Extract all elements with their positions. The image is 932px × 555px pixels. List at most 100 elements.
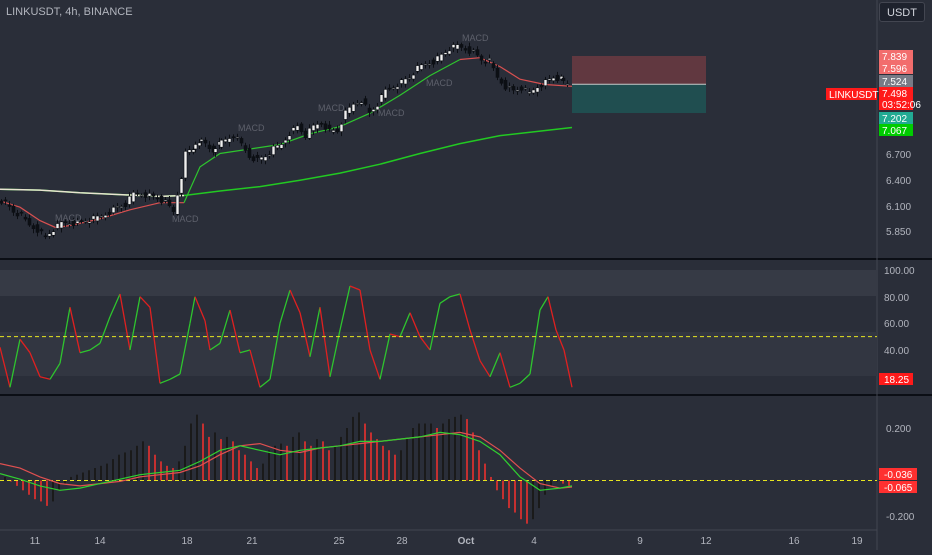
candle-body[interactable] [47, 233, 52, 237]
candle-body[interactable] [251, 156, 256, 162]
candle-body[interactable] [323, 123, 328, 130]
candle-body[interactable] [507, 86, 512, 88]
candle-body[interactable] [447, 50, 452, 55]
candle-body[interactable] [475, 49, 480, 56]
position-target-zone[interactable] [572, 56, 706, 85]
candle-body[interactable] [439, 53, 444, 62]
candle-body[interactable] [383, 89, 388, 99]
currency-button[interactable]: USDT [879, 2, 925, 22]
candle-body[interactable] [287, 135, 292, 141]
candle-body[interactable] [175, 194, 180, 215]
candle-body[interactable] [355, 103, 360, 105]
candle-body[interactable] [339, 123, 344, 132]
candle-body[interactable] [95, 215, 100, 222]
candle-body[interactable] [371, 109, 376, 112]
candle-body[interactable] [455, 44, 460, 50]
candle-body[interactable] [103, 214, 108, 219]
candle-body[interactable] [207, 144, 212, 149]
candle-body[interactable] [499, 78, 504, 84]
candle-body[interactable] [319, 122, 324, 125]
candle-body[interactable] [551, 77, 556, 81]
candle-body[interactable] [561, 77, 566, 81]
candle-body[interactable] [7, 204, 12, 207]
candle-body[interactable] [271, 145, 276, 156]
candle-body[interactable] [311, 124, 316, 131]
candle-body[interactable] [59, 221, 64, 229]
candle-body[interactable] [335, 128, 340, 133]
candle-body[interactable] [119, 206, 124, 208]
candle-body[interactable] [15, 212, 20, 217]
candle-body[interactable] [479, 55, 484, 61]
candle-body[interactable] [193, 144, 198, 150]
candle-body[interactable] [467, 46, 472, 54]
candle-body[interactable] [519, 86, 524, 91]
candle-body[interactable] [91, 215, 96, 220]
candle-body[interactable] [391, 87, 396, 90]
candle-body[interactable] [235, 136, 240, 139]
candle-body[interactable] [159, 195, 164, 203]
candle-body[interactable] [363, 98, 368, 105]
candle-body[interactable] [411, 74, 416, 80]
candle-body[interactable] [351, 103, 356, 112]
candle-body[interactable] [155, 197, 160, 200]
candle-body[interactable] [35, 224, 40, 233]
candle-body[interactable] [531, 89, 536, 94]
candle-body[interactable] [395, 86, 400, 90]
candle-body[interactable] [387, 87, 392, 90]
candle-body[interactable] [239, 138, 244, 144]
candle-body[interactable] [487, 58, 492, 61]
candle-body[interactable] [315, 124, 320, 130]
candle-body[interactable] [31, 225, 36, 230]
candle-body[interactable] [443, 52, 448, 55]
candle-body[interactable] [343, 110, 348, 120]
candle-body[interactable] [451, 44, 456, 48]
candle-body[interactable] [179, 178, 184, 194]
candle-body[interactable] [459, 44, 464, 48]
candle-body[interactable] [427, 63, 432, 66]
candle-body[interactable] [299, 123, 304, 133]
candle-body[interactable] [203, 139, 208, 144]
candle-body[interactable] [99, 215, 104, 218]
candle-body[interactable] [295, 125, 300, 131]
candle-body[interactable] [75, 220, 80, 224]
candle-body[interactable] [511, 86, 516, 91]
candle-body[interactable] [227, 138, 232, 143]
candle-body[interactable] [515, 89, 520, 92]
candle-body[interactable] [163, 199, 168, 202]
candle-body[interactable] [231, 136, 236, 139]
candle-body[interactable] [115, 206, 120, 208]
candle-body[interactable] [471, 49, 476, 52]
candle-body[interactable] [111, 206, 116, 214]
candle-body[interactable] [167, 199, 172, 207]
candle-body[interactable] [43, 235, 48, 238]
price-pane[interactable]: MACD MACD MACD MACD MACD MACD MACD [0, 33, 706, 240]
candle-body[interactable] [267, 154, 272, 157]
candle-body[interactable] [187, 149, 192, 153]
candle-body[interactable] [431, 59, 436, 65]
candle-body[interactable] [419, 64, 424, 70]
candle-body[interactable] [523, 87, 528, 90]
candle-body[interactable] [547, 78, 552, 81]
candle-body[interactable] [23, 216, 28, 220]
candle-body[interactable] [495, 67, 500, 78]
candle-body[interactable] [331, 130, 336, 133]
candle-body[interactable] [291, 127, 296, 132]
candle-body[interactable] [27, 218, 32, 226]
candle-body[interactable] [147, 193, 152, 197]
candle-body[interactable] [423, 63, 428, 66]
candle-body[interactable] [243, 145, 248, 151]
candle-body[interactable] [151, 193, 156, 197]
candle-body[interactable] [307, 127, 312, 139]
candle-body[interactable] [199, 139, 204, 142]
candle-body[interactable] [131, 191, 136, 203]
candle-body[interactable] [139, 194, 144, 197]
candle-body[interactable] [379, 94, 384, 103]
candle-body[interactable] [399, 79, 404, 84]
candle-body[interactable] [367, 107, 372, 113]
candle-body[interactable] [555, 74, 560, 82]
candle-body[interactable] [219, 139, 224, 148]
candle-body[interactable] [565, 83, 570, 86]
macd-pane[interactable] [0, 412, 877, 524]
